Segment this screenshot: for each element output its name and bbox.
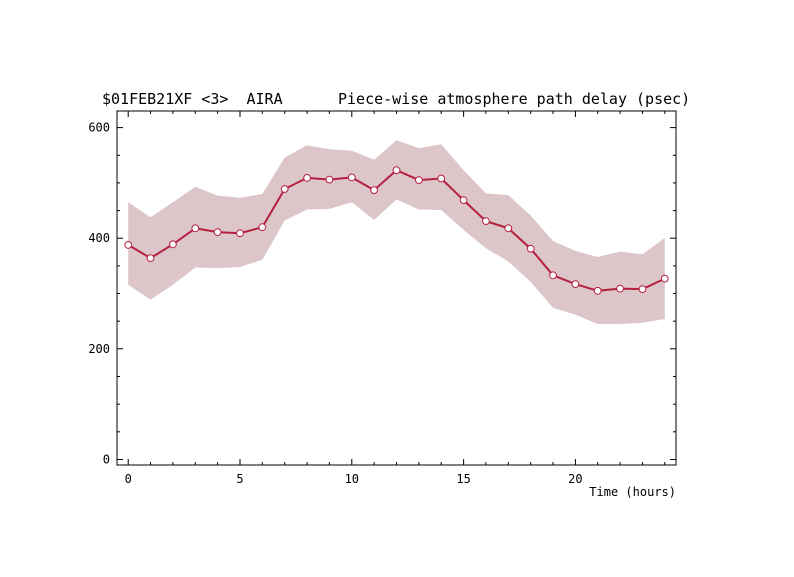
- data-point: [437, 174, 446, 183]
- data-point: [504, 224, 513, 233]
- data-point: [213, 228, 222, 237]
- data-point: [325, 175, 334, 184]
- x-tick-label: 10: [345, 472, 359, 486]
- x-axis: 0 5 10 15 20: [125, 111, 666, 486]
- x-axis-label: Time (hours): [589, 485, 676, 499]
- data-point: [347, 173, 356, 182]
- data-point: [236, 229, 244, 238]
- data-point: [191, 224, 200, 233]
- data-point: [638, 285, 647, 294]
- data-point: [660, 274, 669, 283]
- data-point: [169, 240, 177, 249]
- chart-title-left: $01FEB21XF <3> AIRA: [102, 90, 283, 108]
- chart-title-right: Piece-wise atmosphere path delay (psec): [338, 90, 690, 108]
- data-point: [571, 280, 580, 289]
- x-tick-label: 15: [456, 472, 470, 486]
- y-axis: 0 200 400 600: [88, 121, 676, 467]
- data-point: [392, 166, 401, 175]
- data-point: [526, 244, 535, 253]
- data-markers: [124, 166, 669, 295]
- data-point: [124, 241, 133, 249]
- y-tick-label: 200: [88, 342, 110, 356]
- data-point: [459, 196, 468, 205]
- data-point: [146, 254, 155, 263]
- data-point: [370, 186, 379, 195]
- x-tick-label: 20: [568, 472, 582, 486]
- data-point: [258, 223, 267, 232]
- uncertainty-band: [128, 140, 665, 324]
- data-point: [303, 174, 312, 182]
- data-point: [616, 284, 624, 293]
- data-point: [549, 271, 557, 280]
- data-point: [415, 176, 423, 185]
- y-tick-label: 600: [88, 121, 110, 135]
- x-tick-label: 5: [236, 472, 243, 486]
- data-point: [482, 217, 490, 226]
- data-point: [280, 185, 289, 193]
- x-tick-label: 0: [125, 472, 132, 486]
- data-point: [593, 286, 602, 295]
- y-tick-label: 400: [88, 231, 110, 245]
- y-tick-label: 0: [103, 453, 110, 467]
